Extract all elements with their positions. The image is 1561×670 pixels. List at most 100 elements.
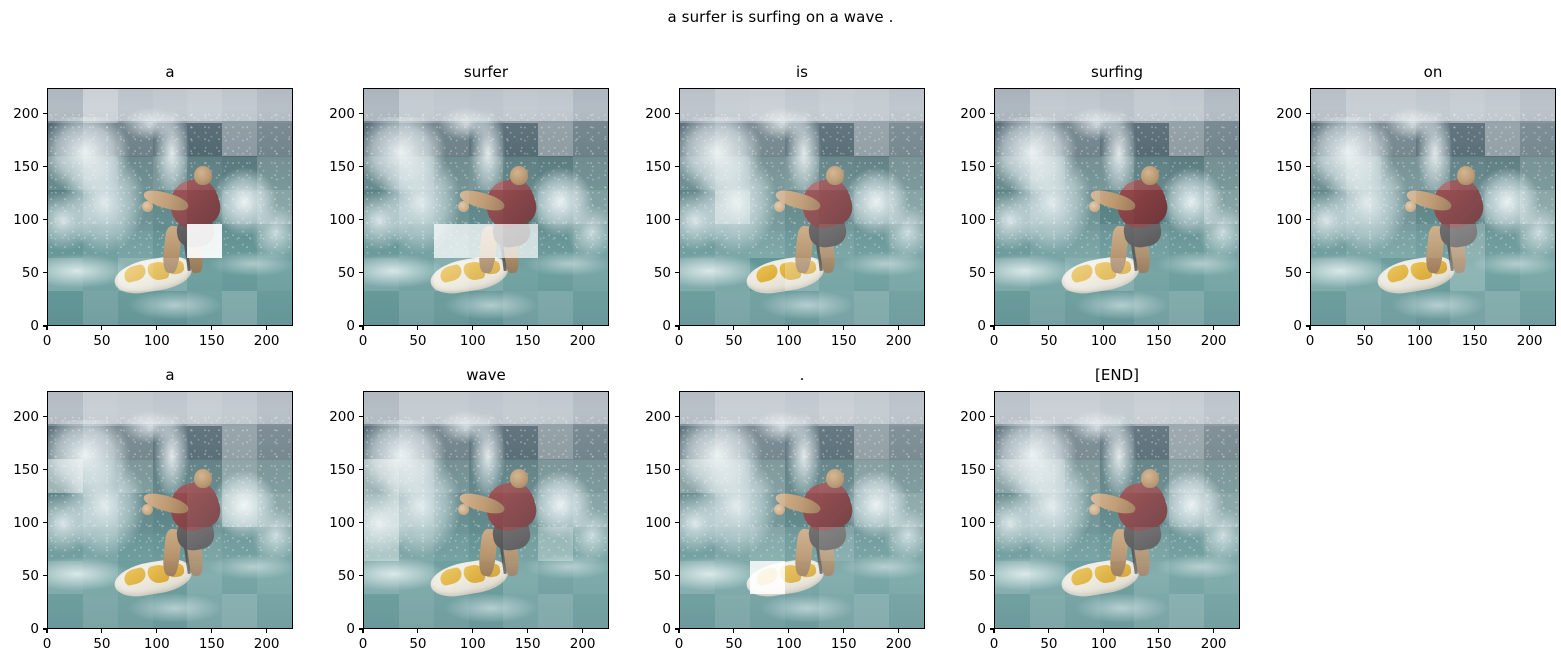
- y-axis-tick-label: 200: [329, 105, 355, 122]
- attention-patch: [680, 89, 715, 123]
- attention-patch: [889, 89, 924, 123]
- attention-mask-overlay: [995, 89, 1239, 325]
- attention-patch: [714, 257, 750, 292]
- y-axis-tick-label: 100: [645, 211, 671, 228]
- attention-patch: [889, 122, 924, 157]
- attention-patch: [1485, 257, 1521, 292]
- attention-patch: [714, 594, 750, 628]
- x-axis-tick-label: 50: [725, 636, 743, 652]
- attention-patch: [1380, 257, 1416, 292]
- axes-area: [994, 88, 1240, 326]
- attention-patch: [1064, 190, 1100, 224]
- attention-patch: [749, 122, 785, 157]
- y-axis-tick-label: 0: [662, 621, 671, 637]
- surfer-head: [1141, 468, 1159, 489]
- subplot-title: a: [165, 63, 175, 81]
- x-axis-tick-label: 50: [409, 636, 427, 652]
- x-axis-tick-label: 50: [409, 333, 427, 349]
- attention-patch: [1064, 526, 1100, 561]
- attention-patch: [749, 425, 785, 460]
- attention-patch: [784, 392, 820, 426]
- attention-patch: [680, 526, 715, 561]
- attention-mask-overlay: [48, 89, 292, 325]
- attention-patch: [538, 526, 574, 561]
- attention-mask-overlay: [680, 392, 924, 628]
- attention-patch: [1485, 156, 1521, 191]
- x-axis-tick: [843, 629, 845, 633]
- attention-patch: [1450, 257, 1486, 292]
- attention-patch: [503, 122, 539, 157]
- y-axis-tick: [43, 575, 47, 577]
- attention-patch: [573, 291, 608, 325]
- attention-patch: [573, 493, 608, 527]
- attention-patch: [1169, 526, 1205, 561]
- attention-subplot: a 0 50 100 150 200 0 50 100 150 200: [13, 366, 293, 652]
- y-axis-tick-label: 200: [960, 408, 986, 425]
- subplot-title: is: [796, 63, 808, 81]
- attention-patch: [538, 392, 574, 426]
- subplot-title: .: [799, 366, 805, 384]
- attention-patch: [1380, 190, 1416, 224]
- attention-patch: [257, 560, 292, 595]
- attention-patch: [398, 190, 434, 224]
- attention-patch: [1520, 89, 1555, 123]
- attention-subplot: is 0 50 100 150 200 0 50 100 150 200: [645, 63, 925, 349]
- y-axis-tick: [675, 325, 679, 327]
- x-axis-tick-label: 150: [514, 333, 541, 349]
- attention-patch: [1485, 122, 1521, 157]
- x-axis-tick: [362, 629, 364, 633]
- attention-patch: [854, 190, 890, 224]
- y-axis-tick-label: 50: [337, 264, 355, 281]
- attention-mask-overlay: [364, 89, 608, 325]
- y-axis-tick: [43, 166, 47, 168]
- attention-patch: [1064, 560, 1100, 595]
- surfer-hand: [773, 504, 786, 515]
- attention-patch: [889, 257, 924, 292]
- attention-patch: [1380, 156, 1416, 191]
- attention-patch: [117, 156, 153, 191]
- attention-patch: [1029, 223, 1065, 258]
- attention-patch: [1169, 122, 1205, 157]
- attention-patch: [503, 291, 539, 325]
- attention-patch: [854, 89, 890, 123]
- attention-patch: [749, 257, 785, 292]
- attention-patch: [680, 560, 715, 595]
- attention-patch: [364, 392, 399, 426]
- attention-patch: [1450, 89, 1486, 123]
- attention-patch: [573, 223, 608, 258]
- attention-patch: [538, 223, 574, 258]
- attention-patch: [538, 89, 574, 123]
- attention-patch: [503, 526, 539, 561]
- attention-patch: [468, 594, 504, 628]
- attention-patch: [82, 526, 118, 561]
- y-axis-tick: [990, 575, 994, 577]
- y-axis-tick: [359, 272, 363, 274]
- attention-patch: [503, 425, 539, 460]
- attention-patch: [995, 89, 1030, 123]
- attention-patch: [1064, 594, 1100, 628]
- attention-patch: [1520, 257, 1555, 292]
- attention-patch: [680, 190, 715, 224]
- attention-patch: [82, 156, 118, 191]
- subplot-title: on: [1423, 63, 1443, 81]
- attention-patch: [117, 425, 153, 460]
- attention-patch: [995, 223, 1030, 258]
- attention-patch: [48, 526, 83, 561]
- y-axis-tick: [43, 325, 47, 327]
- attention-patch: [152, 190, 188, 224]
- y-axis-tick: [359, 415, 363, 418]
- y-axis-tick-label: 0: [346, 318, 355, 334]
- attention-patch: [468, 560, 504, 595]
- attention-patch: [1380, 89, 1416, 123]
- surfer-head: [510, 165, 528, 186]
- attention-patch: [784, 425, 820, 460]
- attention-patch: [854, 291, 890, 325]
- attention-patch: [152, 560, 188, 595]
- attention-patch: [819, 493, 855, 527]
- attention-patch: [1029, 560, 1065, 595]
- attention-patch: [222, 156, 258, 191]
- attention-patch: [257, 156, 292, 191]
- x-axis-tick: [1419, 326, 1421, 330]
- attention-patch: [573, 392, 608, 426]
- attention-patch: [854, 156, 890, 191]
